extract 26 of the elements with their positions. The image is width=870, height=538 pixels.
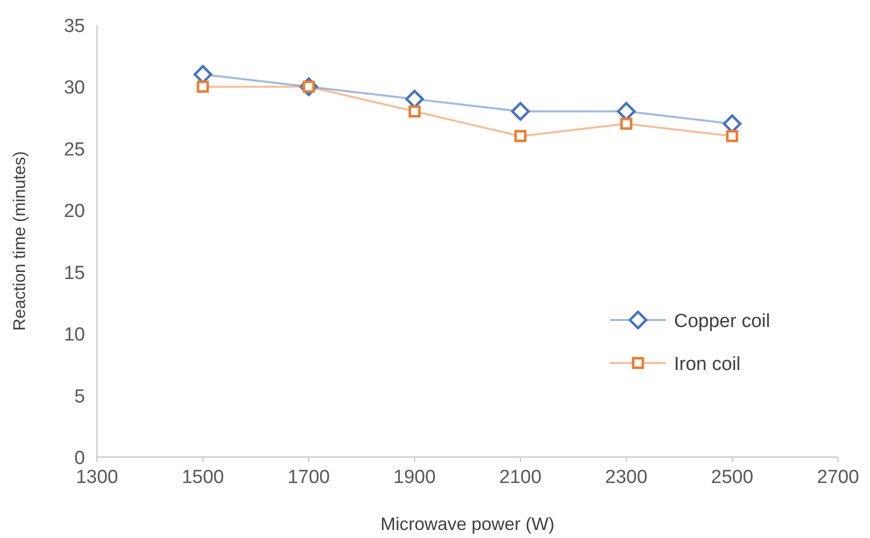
point	[620, 118, 632, 130]
y-tick-label: 35	[64, 16, 85, 37]
point	[511, 102, 530, 121]
y-tick-label: 10	[64, 324, 85, 346]
x-tick-label: 2500	[711, 467, 754, 488]
y-tick-label: 0	[74, 448, 85, 469]
y-tick-label: 15	[64, 262, 85, 284]
y-tick-label: 20	[64, 201, 85, 222]
x-tick-label: 2700	[816, 467, 860, 488]
x-tick-label: 2300	[605, 467, 648, 488]
x-tick-label: 1300	[76, 467, 118, 488]
y-tick-label: 25	[64, 139, 85, 160]
x-tick-label: 1900	[393, 467, 436, 488]
legend-label: Copper coil	[674, 311, 770, 332]
point	[408, 105, 421, 118]
y-tick-label: 30	[64, 78, 85, 99]
legend-label: Iron coil	[674, 354, 741, 375]
x-axis-title: Microwave power (W)	[380, 514, 555, 534]
y-axis-title: Reaction time (minutes)	[10, 151, 29, 331]
y-tick-label: 5	[74, 386, 85, 408]
point	[514, 130, 526, 142]
x-tick-label: 1500	[182, 467, 224, 488]
point	[196, 80, 209, 93]
point	[726, 130, 738, 142]
x-tick-label: 2100	[499, 467, 542, 488]
x-tick-label: 1700	[288, 467, 330, 488]
